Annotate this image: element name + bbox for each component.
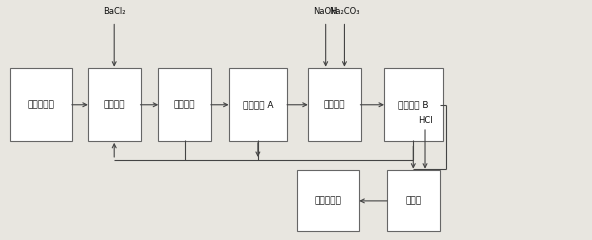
Text: 饱和粗盐水: 饱和粗盐水	[27, 100, 54, 109]
Text: Na₂CO₃: Na₂CO₃	[329, 7, 360, 16]
Text: 调酸槽: 调酸槽	[406, 196, 422, 205]
FancyBboxPatch shape	[229, 68, 287, 141]
Text: NaOH: NaOH	[313, 7, 338, 16]
Text: BaCl₂: BaCl₂	[103, 7, 126, 16]
Text: 膜过滤器 A: 膜过滤器 A	[243, 100, 273, 109]
Text: 前反应槽: 前反应槽	[104, 100, 125, 109]
Text: 精制盐水槽: 精制盐水槽	[315, 196, 342, 205]
FancyBboxPatch shape	[88, 68, 140, 141]
FancyBboxPatch shape	[297, 170, 359, 231]
Text: HCl: HCl	[418, 116, 432, 125]
FancyBboxPatch shape	[384, 68, 443, 141]
FancyBboxPatch shape	[308, 68, 361, 141]
FancyBboxPatch shape	[158, 68, 211, 141]
FancyBboxPatch shape	[10, 68, 72, 141]
Text: 膜过滤器 B: 膜过滤器 B	[398, 100, 429, 109]
Text: 粗过滤器: 粗过滤器	[174, 100, 195, 109]
Text: 后反应槽: 后反应槽	[323, 100, 345, 109]
FancyBboxPatch shape	[387, 170, 440, 231]
